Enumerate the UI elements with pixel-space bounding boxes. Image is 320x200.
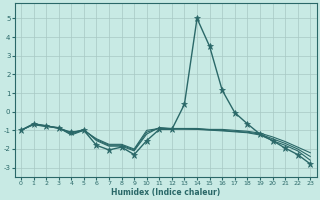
X-axis label: Humidex (Indice chaleur): Humidex (Indice chaleur) [111,188,220,197]
